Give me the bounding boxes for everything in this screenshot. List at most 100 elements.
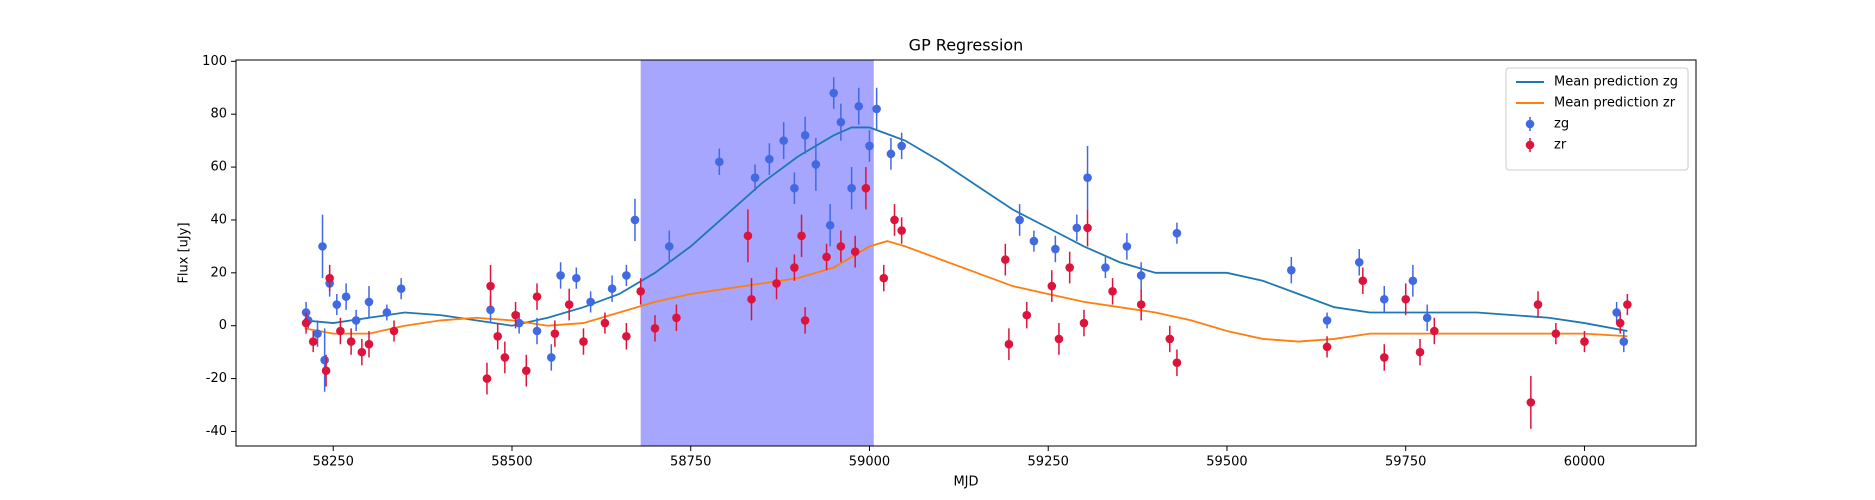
- x-tick-label: 59000: [849, 455, 890, 470]
- point: [389, 326, 399, 336]
- point: [836, 242, 846, 251]
- point: [486, 281, 495, 291]
- point: [865, 141, 874, 151]
- point: [664, 242, 674, 251]
- point: [341, 292, 351, 301]
- point: [532, 292, 542, 301]
- point: [550, 329, 560, 338]
- point: [1287, 265, 1296, 275]
- point: [572, 273, 581, 283]
- y-tick-label: -20: [206, 371, 227, 386]
- point: [822, 252, 831, 262]
- point: [811, 160, 821, 169]
- x-tick-label: 59500: [1206, 455, 1247, 470]
- point: [890, 215, 899, 225]
- point: [1072, 223, 1082, 233]
- point: [486, 305, 495, 315]
- x-tick-label: 58500: [491, 455, 532, 470]
- x-tick-label: 59250: [1028, 455, 1069, 470]
- point: [313, 329, 322, 338]
- point: [800, 316, 810, 325]
- legend-label: Mean prediction zr: [1554, 96, 1676, 111]
- point: [1526, 398, 1536, 407]
- point: [1623, 300, 1632, 309]
- point: [1136, 300, 1146, 309]
- point: [564, 300, 574, 309]
- point: [622, 271, 631, 280]
- chart-title: GP Regression: [909, 36, 1024, 55]
- legend-swatch: [1525, 119, 1535, 129]
- point: [556, 271, 565, 280]
- point: [1004, 339, 1014, 349]
- x-tick-label: 59750: [1385, 455, 1426, 470]
- point: [1615, 318, 1625, 328]
- point: [1001, 255, 1010, 264]
- x-tick-label: 58250: [313, 455, 354, 470]
- point: [715, 157, 724, 167]
- point: [301, 318, 311, 328]
- point: [861, 183, 871, 193]
- point: [521, 366, 531, 375]
- point: [886, 149, 896, 159]
- point: [1415, 347, 1425, 357]
- point: [579, 337, 588, 346]
- point: [854, 101, 864, 111]
- point: [825, 220, 835, 230]
- point: [511, 310, 520, 320]
- point: [1079, 318, 1089, 328]
- x-tick-label: 58750: [670, 455, 711, 470]
- point: [1533, 300, 1543, 309]
- point: [897, 226, 906, 235]
- point: [630, 215, 640, 225]
- x-tick-label: 60000: [1564, 455, 1605, 470]
- point: [321, 366, 331, 375]
- y-tick-label: 80: [210, 107, 227, 122]
- legend: Mean prediction zg Mean prediction zr zg zr: [1505, 67, 1689, 171]
- point: [1408, 276, 1418, 286]
- point: [586, 297, 595, 307]
- point: [532, 326, 542, 336]
- point: [1051, 244, 1060, 254]
- point: [318, 242, 327, 251]
- point: [1379, 294, 1389, 304]
- point: [1172, 228, 1182, 238]
- point: [743, 231, 753, 241]
- legend-swatch: [1525, 140, 1535, 150]
- point: [650, 324, 660, 333]
- point: [1580, 337, 1589, 346]
- point: [1108, 287, 1117, 296]
- point: [772, 279, 781, 288]
- point: [364, 297, 374, 307]
- point: [607, 284, 617, 293]
- point: [382, 308, 392, 317]
- point: [1165, 334, 1175, 344]
- point: [790, 263, 799, 272]
- point: [1083, 173, 1092, 182]
- y-tick-label: 40: [210, 212, 227, 227]
- point: [1054, 334, 1064, 344]
- y-tick-label: -40: [206, 424, 227, 439]
- errorbar-series: [301, 77, 1629, 392]
- point: [622, 331, 631, 341]
- point: [547, 353, 556, 362]
- point: [790, 183, 799, 193]
- point: [636, 287, 645, 296]
- errorbar-series: [301, 167, 1632, 429]
- point: [1122, 242, 1132, 251]
- point: [750, 173, 760, 182]
- point: [1354, 257, 1364, 267]
- point: [800, 131, 810, 140]
- point: [797, 231, 806, 241]
- point: [765, 154, 774, 164]
- point: [1422, 313, 1432, 323]
- point: [1172, 358, 1182, 368]
- point: [1551, 329, 1561, 338]
- point: [1430, 326, 1439, 336]
- mean-line: [304, 240, 1628, 343]
- legend-label: zg: [1554, 117, 1569, 132]
- point: [672, 313, 681, 323]
- plot-frame: [235, 59, 1697, 447]
- point: [482, 374, 492, 383]
- point: [1015, 215, 1024, 225]
- point: [747, 294, 756, 304]
